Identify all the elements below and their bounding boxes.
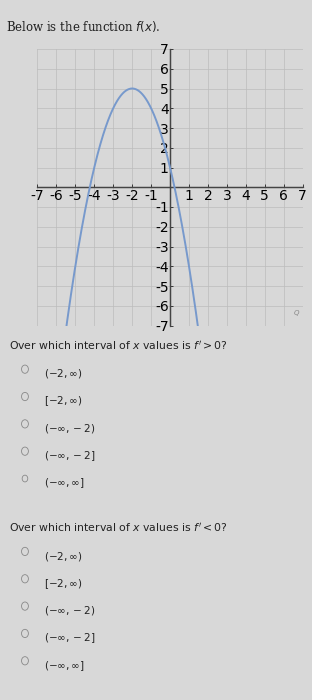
Text: $( -\infty, -2]$: $( -\infty, -2]$: [44, 631, 95, 645]
Text: Over which interval of $x$ values is $f' > 0$?: Over which interval of $x$ values is $f'…: [9, 339, 228, 351]
Text: $( -\infty,  -2)$: $( -\infty, -2)$: [44, 422, 95, 435]
Text: $[ - 2, \infty)$: $[ - 2, \infty)$: [44, 395, 82, 409]
Text: $( -\infty, \infty]$: $( -\infty, \infty]$: [44, 477, 84, 491]
Text: $( -\infty, \infty]$: $( -\infty, \infty]$: [44, 659, 84, 673]
Text: Below is the function $f(x)$.: Below is the function $f(x)$.: [6, 19, 161, 34]
Text: Q: Q: [293, 309, 299, 316]
Text: $( -\infty,  -2)$: $( -\infty, -2)$: [44, 604, 95, 617]
Text: $[ - 2, \infty)$: $[ - 2, \infty)$: [44, 577, 82, 591]
Text: Over which interval of $x$ values is $f' < 0$?: Over which interval of $x$ values is $f'…: [9, 521, 228, 534]
Text: $( - 2, \infty)$: $( - 2, \infty)$: [44, 368, 82, 380]
Text: $( - 2, \infty)$: $( - 2, \infty)$: [44, 550, 82, 563]
Text: $( -\infty, -2]$: $( -\infty, -2]$: [44, 449, 95, 463]
